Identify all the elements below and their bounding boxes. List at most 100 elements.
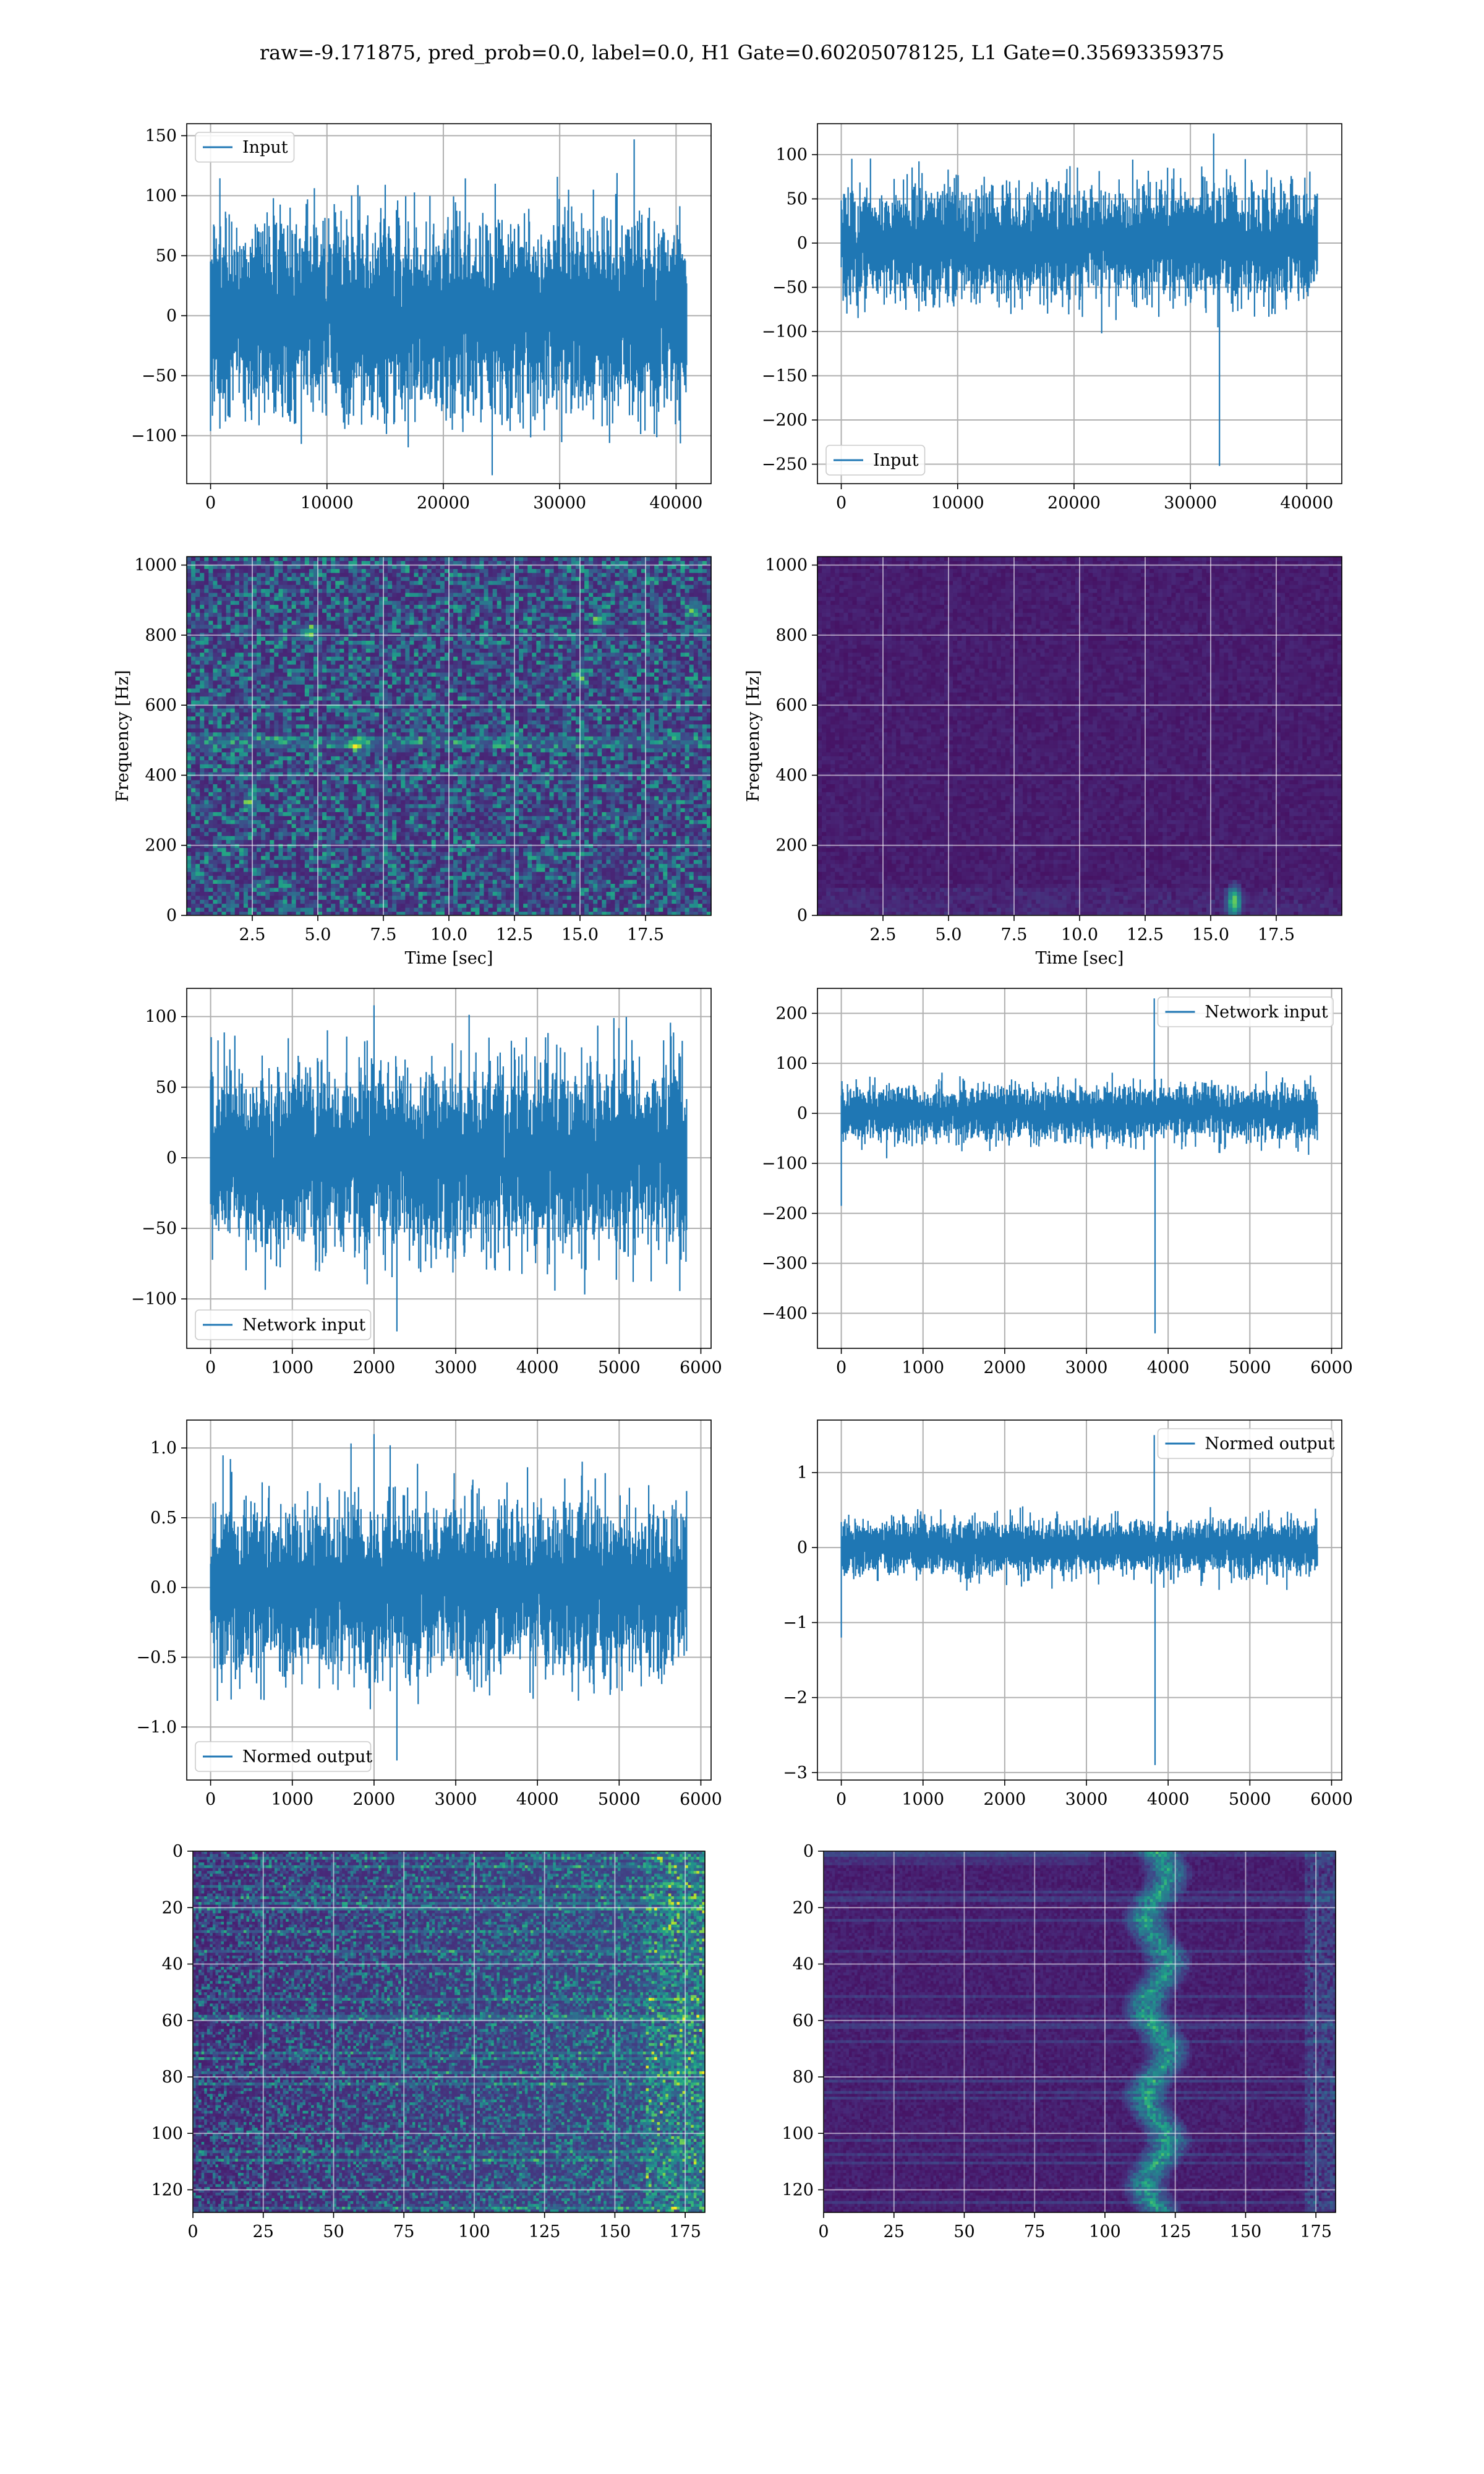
spectrogram-cell [244,876,249,880]
spectrogram-cell [501,863,506,868]
spectrogram-cell [339,871,344,876]
spectrogram-cell [423,888,428,892]
spectrogram-cell [208,883,213,888]
spectrogram-cell [624,868,629,872]
spectrogram-cell [191,907,196,912]
spectrogram-cell [493,888,498,892]
y-tick-label: 100 [775,145,808,165]
spectrogram-cell [187,876,192,880]
spectrogram-cell [554,907,559,912]
spectrogram-cell [388,891,393,896]
spectrogram-cell [357,880,362,884]
spectrogram-cell [558,860,563,864]
spectrogram-cell [501,891,506,896]
spectrogram-cell [191,904,196,908]
spectrogram-cell [606,904,611,908]
spectrogram-cell [261,904,266,908]
spectrogram-cell [278,876,283,880]
spectrogram-cell [375,876,380,880]
spectrogram-cell [558,871,563,876]
spectrogram-cell [326,904,331,908]
spectrogram-cell [309,899,314,904]
spectrogram-cell [471,868,475,872]
spectrogram-cell [301,904,305,908]
spectrogram-cell [288,888,292,892]
spectrogram-cell [466,880,471,884]
spectrogram-cell [401,883,406,888]
spectrogram-cell [646,880,650,884]
spectrogram-cell [357,891,362,896]
spectrogram-cell [375,896,380,900]
spectrogram-cell [698,899,703,904]
spectrogram-cell [331,860,336,864]
spectrogram-cell [208,907,213,912]
spectrogram-cell [278,880,283,884]
spectrogram-cell [584,883,589,888]
spectrogram-cell [597,871,602,876]
spectrogram-cell [527,863,532,868]
spectrogram-cell [366,871,371,876]
spectrogram-cell [466,868,471,872]
spectrogram-cell [200,880,205,884]
spectrogram-cell [427,904,432,908]
spectrogram-cell [554,904,559,908]
spectrogram-cell [584,896,589,900]
spectrogram-cell [663,860,668,864]
spectrogram-cell [676,891,681,896]
spectrogram-cell [685,891,690,896]
spectrogram-cell [654,880,659,884]
spectrogram-cell [409,891,414,896]
spectrogram-cell [536,904,541,908]
spectrogram-cell [414,904,419,908]
spectrogram-cell [506,896,511,900]
spectrogram-cell [348,876,353,880]
spectrogram-cell [567,904,572,908]
spectrogram-cell [353,896,358,900]
spectrogram-cell [488,883,493,888]
spectrogram-cell [571,876,576,880]
spectrogram-cell [571,871,576,876]
spectrogram-cell [536,907,541,912]
spectrogram-cell [672,907,676,912]
spectrogram-cell [244,899,249,904]
spectrogram-cell [257,899,262,904]
spectrogram-cell [383,871,388,876]
spectrogram-cell [392,880,397,884]
spectrogram-cell [536,860,541,864]
spectrogram-cell [419,871,424,876]
spectrogram-cell [501,876,506,880]
spectrogram-cell [191,863,196,868]
spectrogram-cell [484,860,489,864]
spectrogram-cell [479,896,484,900]
spectrogram-cell [213,855,218,860]
spectrogram-cell [335,888,340,892]
spectrogram-cell [239,899,244,904]
spectrogram-cell [453,863,458,868]
spectrogram-cell [326,883,331,888]
spectrogram-cell [606,899,611,904]
spectrogram-cell [409,896,414,900]
spectrogram-cell [423,871,428,876]
spectrogram-cell [602,896,607,900]
spectrogram-cell [217,904,222,908]
spectrogram-cell [213,896,218,900]
spectrogram-cell [405,871,410,876]
spectrogram-cell [681,863,686,868]
spectrogram-cell [633,863,638,868]
spectrogram-cell [571,896,576,900]
spectrogram-cell [615,876,620,880]
spectrogram-cell [187,904,192,908]
spectrogram-cell [326,896,331,900]
spectrogram-cell [423,868,428,872]
spectrogram-cell [453,907,458,912]
spectrogram-cell [523,896,528,900]
spectrogram-cell [545,876,550,880]
spectrogram-cell [646,899,650,904]
spectrogram-cell [449,860,454,864]
spectrogram-cell [567,899,572,904]
spectrogram-cell [540,896,545,900]
spectrogram-cell [589,907,594,912]
spectrogram-cell [283,863,288,868]
spectrogram-cell [278,868,283,872]
spectrogram-cell [527,868,532,872]
